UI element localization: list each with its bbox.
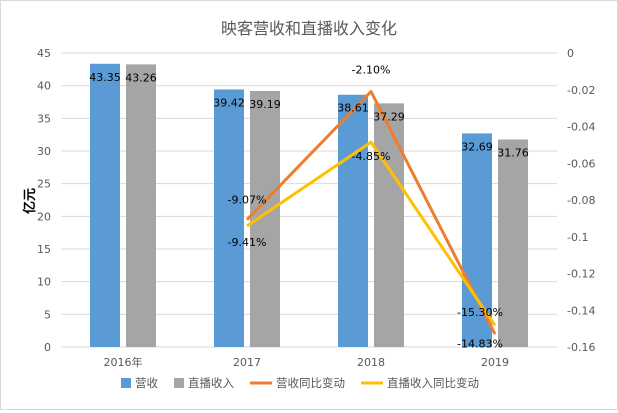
y-axis-label: 亿元 [22, 188, 38, 214]
bar-value-label: 32.69 [461, 140, 493, 153]
bar [374, 103, 404, 347]
bar [498, 139, 528, 347]
right-tick-label: -0.16 [567, 341, 595, 354]
category-label: 2016年 [104, 355, 143, 369]
bar [214, 89, 244, 348]
left-tick-label: 40 [37, 80, 51, 93]
category-label: 2018 [357, 356, 385, 369]
left-tick-label: 20 [37, 210, 51, 223]
left-tick-label: 25 [37, 178, 51, 191]
left-tick-label: 30 [37, 145, 51, 158]
bar-value-label: 38.61 [337, 102, 369, 115]
bar-value-label: 39.19 [249, 98, 281, 111]
right-tick-label: -0.06 [567, 157, 595, 170]
category-label: 2019 [481, 356, 509, 369]
right-tick-label: -0.1 [567, 231, 588, 244]
legend-label: 直播收入 [188, 376, 234, 390]
left-tick-label: 0 [44, 341, 51, 354]
line-value-label: -2.10% [352, 64, 391, 77]
left-axis-ticks: 0 5 10 15 20 25 30 35 40 45 [37, 47, 51, 354]
left-tick-label: 35 [37, 112, 51, 125]
series-line [245, 90, 497, 335]
left-tick-label: 5 [44, 308, 51, 321]
right-tick-label: 0 [567, 47, 574, 60]
line-value-label: -14.83% [457, 338, 503, 351]
left-tick-label: 15 [37, 243, 51, 256]
bar [90, 63, 120, 347]
line-value-label: -4.85% [352, 150, 391, 163]
line-value-label: -9.07% [228, 194, 267, 207]
line-value-label: -9.41% [228, 236, 267, 249]
chart-title: 映客营收和直播收入变化 [221, 19, 397, 38]
bar [338, 94, 368, 347]
left-tick-label: 10 [37, 276, 51, 289]
legend-label: 直播收入同比变动 [387, 376, 479, 390]
right-tick-label: -0.04 [567, 121, 595, 134]
right-tick-label: -0.02 [567, 84, 595, 97]
line-value-label: -15.30% [457, 306, 503, 319]
legend-swatch [121, 378, 131, 388]
category-label: 2017 [233, 356, 261, 369]
bar-value-label: 39.42 [213, 96, 245, 109]
right-axis-ticks: -0.16 -0.14 -0.12 -0.1 -0.08 -0.06 -0.04 -0.02 0 [567, 47, 595, 354]
data-labels: 43.35 39.42 38.61 32.69 43.26 39.19 37.29 31.76… [89, 64, 529, 351]
right-tick-label: -0.08 [567, 194, 595, 207]
series-line [246, 140, 497, 327]
bars [90, 63, 528, 348]
bar [250, 90, 280, 347]
legend-swatch [174, 378, 184, 388]
right-tick-label: -0.14 [567, 304, 595, 317]
category-labels: 2016年 2017 2018 2019 [104, 355, 510, 369]
right-tick-label: -0.12 [567, 268, 595, 281]
legend: 营收 直播收入 营收同比变动 直播收入同比变动 [121, 376, 479, 390]
legend-label: 营收 [135, 376, 158, 390]
lines [245, 90, 497, 335]
bar-value-label: 43.35 [89, 71, 121, 84]
left-tick-label: 45 [37, 47, 51, 60]
bar-value-label: 43.26 [125, 71, 157, 84]
bar [126, 64, 156, 348]
bar-value-label: 37.29 [373, 110, 405, 123]
bar-value-label: 31.76 [497, 147, 529, 160]
legend-label: 营收同比变动 [276, 376, 345, 390]
